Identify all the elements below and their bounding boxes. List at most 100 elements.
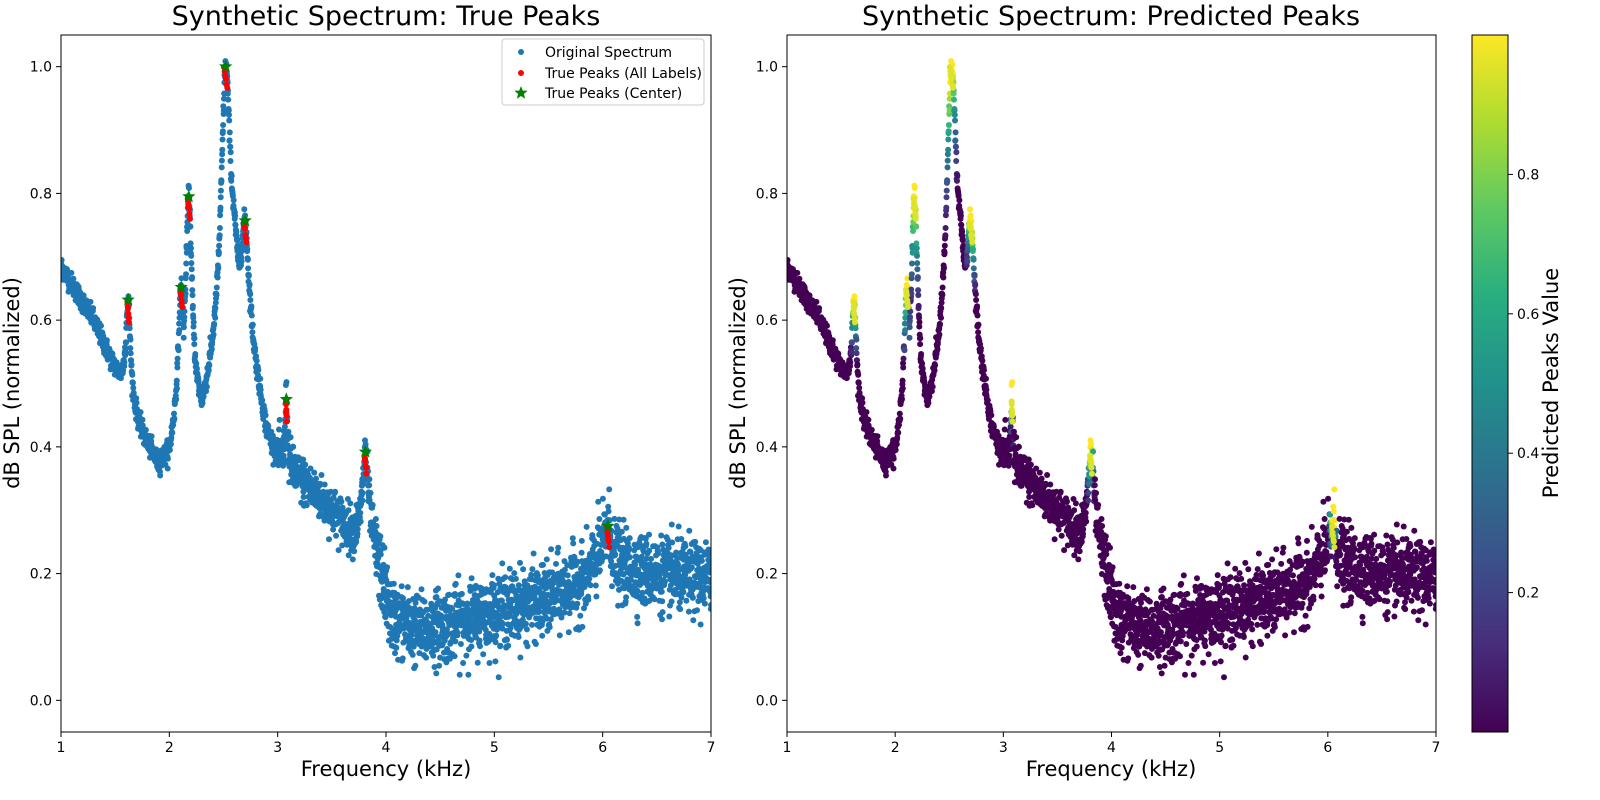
legend-label-all-labels: True Peaks (All Labels)	[544, 66, 702, 82]
spectrum-point	[247, 291, 254, 298]
predicted-point	[1080, 530, 1086, 537]
predicted-point	[977, 345, 984, 352]
predicted-point	[1124, 583, 1131, 590]
spectrum-point	[489, 572, 496, 579]
predicted-point	[971, 272, 978, 278]
spectrum-point	[283, 379, 290, 386]
spectrum-point	[173, 396, 180, 403]
predicted-point	[1057, 488, 1064, 495]
spectrum-point	[659, 541, 666, 548]
spectrum-point	[655, 550, 662, 557]
true-peak-label-point	[224, 84, 231, 91]
predicted-point	[829, 337, 836, 344]
predicted-point	[909, 260, 915, 267]
spectrum-point	[332, 488, 339, 495]
spectrum-point	[702, 539, 709, 546]
spectrum-point	[248, 303, 255, 310]
predicted-point	[1007, 446, 1013, 453]
predicted-point	[1091, 482, 1098, 489]
predicted-point	[944, 178, 951, 185]
spectrum-point	[502, 574, 509, 581]
predicted-point	[856, 384, 863, 391]
spectrum-point	[302, 461, 309, 468]
predicted-point	[1038, 475, 1045, 482]
spectrum-point	[249, 321, 256, 328]
spectrum-point	[228, 177, 235, 184]
spectrum-point	[570, 540, 577, 547]
predicted-point	[1002, 416, 1009, 423]
spectrum-point	[707, 586, 711, 593]
spectrum-point	[300, 456, 307, 463]
spectrum-point	[554, 549, 561, 556]
spectrum-point	[578, 588, 585, 594]
spectrum-point	[581, 584, 588, 590]
spectrum-point	[634, 620, 641, 627]
spectrum-point	[626, 535, 633, 542]
spectrum-point	[623, 594, 630, 601]
spectrum-point	[532, 641, 539, 647]
spectrum-point	[206, 362, 213, 369]
predicted-point	[973, 297, 980, 303]
spectrum-point	[492, 658, 499, 665]
spectrum-point	[605, 503, 612, 510]
spectrum-point	[404, 584, 411, 591]
spectrum-point	[706, 551, 711, 558]
spectrum-point	[330, 526, 337, 533]
predicted-point	[890, 455, 897, 462]
spectrum-point	[669, 539, 676, 546]
predicted-point	[943, 187, 950, 194]
spectrum-point	[117, 375, 124, 382]
spectrum-point	[530, 550, 537, 557]
spectrum-point	[227, 149, 234, 156]
spectrum-point	[183, 260, 190, 267]
spectrum-point	[213, 292, 220, 298]
spectrum-point	[452, 591, 458, 597]
predicted-point	[1055, 526, 1062, 533]
predicted-point	[952, 129, 959, 136]
spectrum-point	[216, 242, 223, 249]
predicted-point	[938, 314, 944, 321]
spectrum-point	[217, 194, 224, 201]
spectrum-point	[381, 544, 388, 551]
predicted-point	[981, 367, 987, 374]
spectrum-point	[458, 590, 465, 597]
predicted-point	[904, 275, 911, 282]
legend: Original Spectrum True Peaks (All Labels…	[501, 38, 705, 106]
spectrum-point	[216, 225, 223, 231]
predicted-point	[908, 271, 915, 278]
spectrum-point	[103, 337, 110, 344]
spectrum-point	[683, 597, 690, 604]
predicted-point	[913, 240, 920, 247]
spectrum-point	[366, 482, 373, 489]
spectrum-point	[344, 496, 351, 502]
spectrum-point	[180, 324, 187, 331]
spectrum-point	[330, 494, 337, 501]
spectrum-point	[596, 516, 603, 522]
predicted-point	[1090, 448, 1097, 455]
spectrum-point	[587, 582, 594, 589]
spectrum-point	[357, 518, 364, 525]
spectrum-point	[614, 525, 621, 532]
predicted-point	[895, 429, 902, 436]
spectrum-point	[611, 515, 618, 522]
spectrum-point	[148, 433, 155, 440]
spectrum-point	[217, 204, 224, 211]
predicted-point	[990, 423, 997, 430]
spectrum-point	[276, 416, 283, 423]
spectrum-point	[303, 502, 310, 509]
predicted-point	[1071, 507, 1078, 514]
predicted-point	[901, 347, 908, 354]
predicted-point	[900, 355, 907, 362]
spectrum-point	[287, 434, 294, 441]
y-tick-label: 0.2	[30, 567, 52, 583]
spectrum-point	[416, 650, 423, 657]
predicted-point	[1080, 526, 1087, 533]
spectrum-point	[493, 632, 500, 639]
spectrum-point	[520, 611, 527, 618]
spectrum-point	[226, 117, 233, 124]
spectrum-point	[548, 546, 555, 553]
spectrum-point	[290, 443, 297, 450]
true-peak-label-point	[283, 412, 290, 419]
predicted-point	[908, 290, 915, 297]
spectrum-point	[668, 521, 675, 528]
